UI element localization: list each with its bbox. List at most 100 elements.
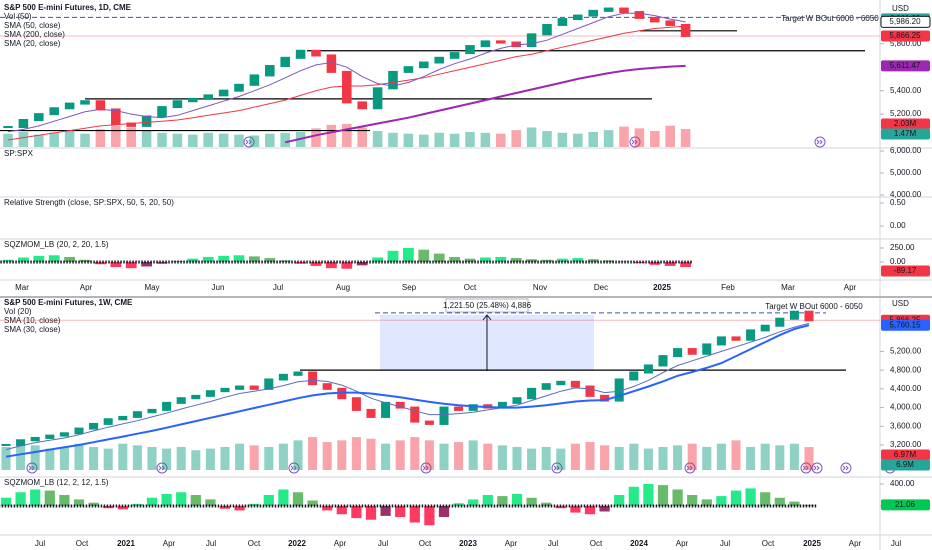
volume-bar bbox=[16, 443, 26, 470]
candle bbox=[3, 126, 13, 129]
volume-bar bbox=[496, 133, 506, 147]
pane-title: SQZMOM_LB (20, 2, 20, 1.5) bbox=[4, 240, 109, 249]
momentum-bar bbox=[687, 495, 698, 506]
x-tick-label: Apr bbox=[505, 539, 518, 548]
price-tag-label: 6.9M bbox=[896, 460, 914, 469]
event-icon-glyph bbox=[290, 465, 297, 471]
volume-bar bbox=[311, 128, 321, 147]
volume-legend: Vol (50) bbox=[4, 12, 32, 21]
candle bbox=[702, 343, 712, 355]
momentum-bar bbox=[774, 497, 785, 506]
volume-bar bbox=[157, 132, 167, 147]
y-tick-label: 3,600.00 bbox=[890, 421, 922, 430]
volume-bar bbox=[434, 132, 444, 147]
y-tick-label: 400.00 bbox=[890, 479, 915, 488]
momentum-bar bbox=[202, 256, 214, 262]
volume-bar bbox=[203, 132, 213, 147]
momentum-bar bbox=[657, 485, 669, 506]
candle bbox=[308, 371, 318, 386]
volume-bar bbox=[95, 129, 106, 147]
indicator-legend: SMA (200, close) bbox=[4, 30, 65, 39]
candle bbox=[1, 443, 11, 446]
momentum-bar bbox=[279, 260, 291, 262]
currency-label: USD bbox=[892, 299, 909, 308]
price-tag bbox=[881, 60, 930, 72]
momentum-bar bbox=[141, 262, 152, 267]
candle bbox=[680, 23, 691, 37]
momentum-bar bbox=[351, 506, 362, 519]
moving-average bbox=[7, 12, 686, 133]
candle bbox=[449, 52, 460, 59]
event-icon bbox=[814, 136, 826, 148]
volume-bar bbox=[381, 443, 391, 470]
x-tick-label: Oct bbox=[248, 539, 261, 548]
volume-bar bbox=[634, 128, 645, 147]
momentum-bar bbox=[680, 262, 691, 267]
candle bbox=[278, 373, 288, 381]
candle bbox=[746, 329, 756, 341]
volume-bar bbox=[372, 131, 383, 147]
event-icon-glyph bbox=[842, 465, 849, 471]
momentum-bar bbox=[326, 262, 337, 269]
x-tick-label: 2024 bbox=[630, 539, 648, 548]
volume-bar bbox=[541, 446, 551, 470]
event-icon-glyph bbox=[686, 465, 693, 471]
volume-bar bbox=[585, 442, 595, 470]
candle bbox=[410, 406, 420, 423]
volume-bar bbox=[351, 437, 361, 470]
candle bbox=[526, 33, 537, 48]
candle bbox=[264, 378, 274, 390]
momentum-bar bbox=[438, 506, 450, 517]
candle bbox=[64, 102, 75, 110]
price-tag bbox=[881, 128, 930, 140]
volume-bar bbox=[89, 446, 99, 470]
candle bbox=[372, 87, 383, 110]
volume-bar bbox=[410, 437, 420, 470]
volume-bar bbox=[337, 440, 347, 470]
y-tick-label: 3,200.00 bbox=[890, 440, 922, 449]
candle bbox=[634, 11, 645, 19]
momentum-bar bbox=[365, 506, 377, 520]
volume-bar bbox=[526, 127, 537, 147]
volume-bar bbox=[191, 450, 201, 470]
volume-bar bbox=[34, 134, 44, 147]
momentum-bar bbox=[263, 495, 274, 506]
volume-bar bbox=[1, 446, 11, 470]
candle bbox=[293, 371, 303, 376]
momentum-bar bbox=[249, 256, 260, 262]
volume-bar bbox=[716, 443, 726, 470]
x-tick-label: Feb bbox=[721, 283, 735, 292]
x-tick-label: Sep bbox=[402, 283, 417, 292]
candle bbox=[220, 387, 230, 393]
candle bbox=[439, 406, 449, 425]
volume-bar bbox=[293, 440, 303, 470]
volume-bar bbox=[264, 446, 274, 470]
candle bbox=[541, 383, 551, 390]
event-icon bbox=[26, 462, 38, 474]
candle bbox=[172, 100, 183, 109]
volume-bar bbox=[588, 131, 598, 147]
volume-bar bbox=[511, 130, 521, 147]
x-tick-label: Apr bbox=[334, 539, 347, 548]
x-tick-label: Aug bbox=[336, 283, 350, 292]
y-tick-label: 4,400.00 bbox=[890, 384, 922, 393]
indicator-legend: SMA (10, close) bbox=[4, 316, 61, 325]
event-icon-glyph bbox=[422, 465, 429, 471]
x-tick-label: Jul bbox=[548, 539, 558, 548]
momentum-bar bbox=[292, 492, 304, 506]
candle bbox=[234, 83, 244, 92]
candle bbox=[280, 56, 290, 68]
event-icon bbox=[629, 136, 641, 148]
event-icon-glyph bbox=[631, 139, 638, 145]
measure-label: 1,221.50 (25.48%) 4,886 bbox=[443, 301, 532, 310]
x-tick-label: Apr bbox=[844, 283, 857, 292]
indicator-legend: SMA (30, close) bbox=[4, 325, 61, 334]
candle bbox=[18, 119, 29, 129]
momentum-bar bbox=[511, 493, 523, 506]
momentum-bar bbox=[628, 486, 639, 506]
candle bbox=[191, 394, 201, 400]
candle bbox=[80, 100, 90, 105]
momentum-bar bbox=[468, 499, 479, 506]
measure-box bbox=[445, 298, 529, 313]
candle bbox=[176, 397, 186, 404]
